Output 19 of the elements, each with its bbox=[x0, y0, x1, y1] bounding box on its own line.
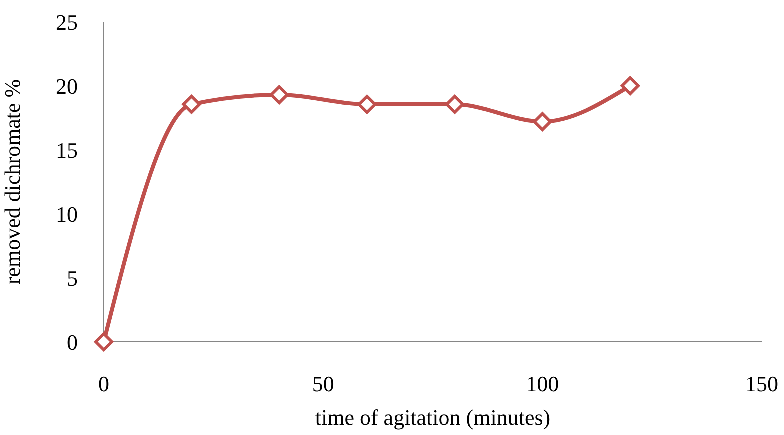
point bbox=[620, 76, 640, 96]
x-tick-label: 50 bbox=[312, 372, 334, 397]
x-tick-label: 0 bbox=[98, 372, 110, 397]
y-tick-label: 15 bbox=[56, 138, 78, 163]
x-tick-label: 100 bbox=[526, 372, 560, 397]
x-axis-title: time of agitation (minutes) bbox=[315, 405, 551, 430]
point bbox=[270, 85, 289, 104]
y-tick-label: 10 bbox=[56, 202, 78, 227]
point bbox=[182, 95, 202, 114]
y-tick-label: 20 bbox=[56, 74, 78, 99]
y-tick-label: 0 bbox=[67, 330, 78, 355]
y-axis-title: removed dichromate % bbox=[0, 79, 25, 285]
point bbox=[94, 332, 114, 352]
point bbox=[533, 112, 552, 132]
x-tick-label: 150 bbox=[746, 372, 778, 397]
point bbox=[358, 95, 377, 114]
y-tick-label: 25 bbox=[56, 10, 78, 35]
point bbox=[445, 95, 464, 114]
y-tick-label: 5 bbox=[67, 266, 78, 291]
